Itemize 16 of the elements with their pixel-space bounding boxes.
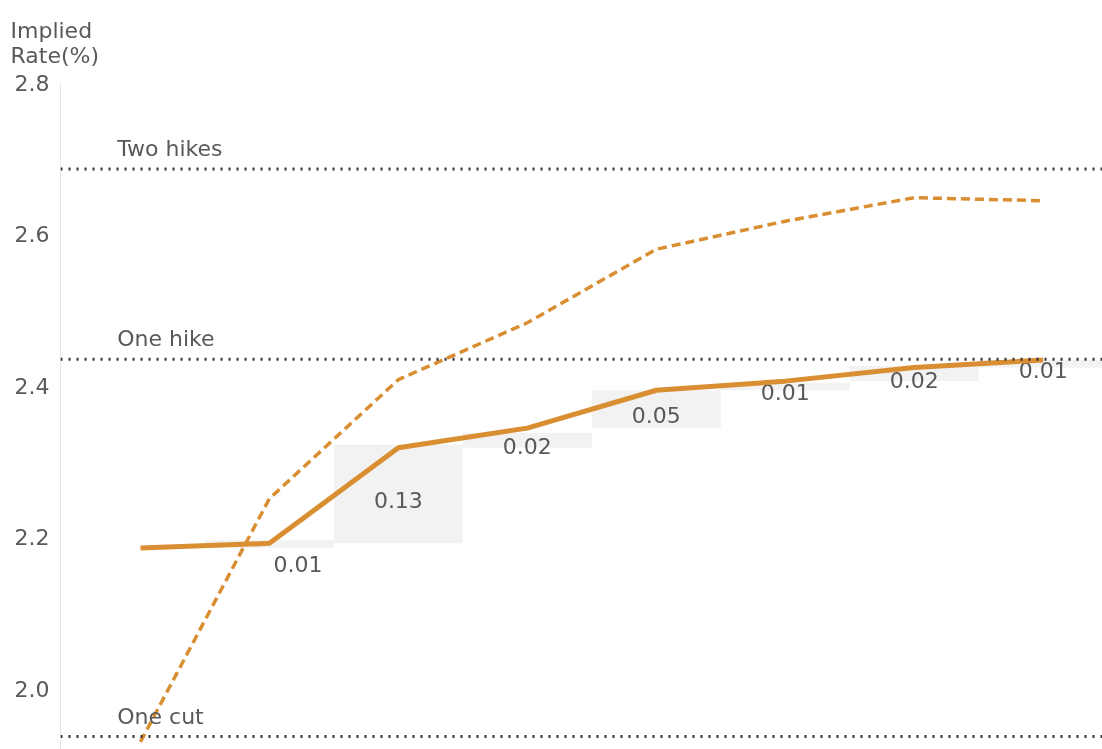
data-label: 0.01	[1018, 357, 1068, 383]
data-label: 0.05	[631, 403, 681, 429]
data-label: 0.02	[889, 367, 939, 393]
data-label: 0.13	[373, 488, 423, 514]
y-axis-title: Implied Rate(%)	[10, 17, 100, 68]
data-label: 0.01	[760, 380, 810, 406]
y-tick-label: 2.0	[14, 676, 50, 702]
y-tick-label: 2.6	[14, 222, 50, 248]
y-tick-label: 2.4	[14, 373, 50, 399]
ref-line-label: Two hikes	[116, 135, 223, 161]
ref-line-label: One cut	[117, 703, 205, 729]
data-label: 0.02	[502, 434, 552, 460]
ref-line-label: One hike	[117, 326, 215, 352]
y-tick-label: 2.2	[14, 525, 50, 551]
data-label: 0.01	[273, 551, 323, 577]
y-tick-label: 2.8	[14, 70, 50, 96]
